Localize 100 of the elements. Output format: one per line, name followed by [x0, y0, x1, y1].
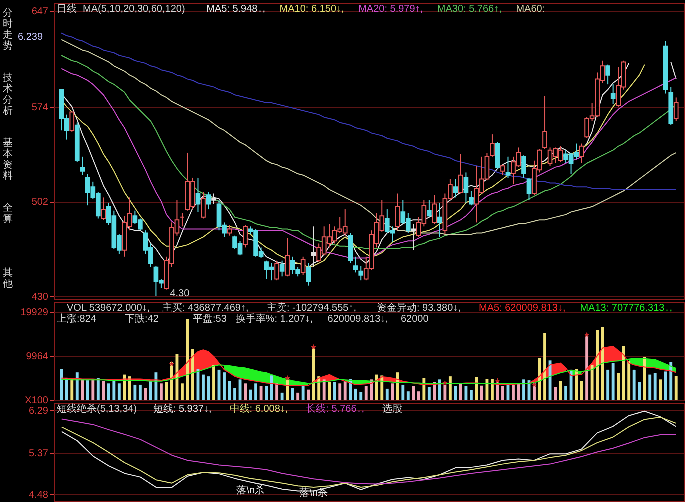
bar: [444, 384, 447, 400]
bar: [417, 392, 420, 400]
bar: [648, 374, 652, 400]
bar: [422, 378, 426, 400]
bar: [276, 384, 279, 400]
bar: [406, 392, 410, 400]
bar: [438, 380, 442, 400]
bar: [622, 346, 626, 400]
annotation: 主买: 436877.469↑,: [162, 302, 249, 314]
bar: [144, 388, 148, 400]
candlestick: [579, 143, 584, 164]
y-tick-label: 6.29: [29, 406, 49, 417]
bar: [544, 333, 546, 400]
bar: [632, 370, 636, 400]
bar: [181, 384, 184, 400]
bar: [165, 382, 168, 400]
text: 技术分析: [2, 72, 13, 117]
bar: [92, 380, 95, 400]
bar: [149, 381, 152, 400]
bar: [659, 380, 662, 400]
text: 基本资料: [3, 137, 13, 182]
bar: [265, 386, 268, 400]
bar: [212, 365, 216, 400]
bar: [391, 384, 394, 400]
point: [310, 344, 317, 350]
candlestick: [201, 192, 206, 220]
bar: [612, 363, 615, 400]
bar: [590, 365, 594, 400]
bar: [333, 382, 336, 400]
bar: [564, 386, 568, 400]
point: [494, 378, 501, 384]
bar: [448, 376, 452, 400]
candlestick: [506, 156, 511, 178]
annotation: 换手率%: 1.207↓,: [236, 313, 314, 325]
line-series: [61, 346, 677, 386]
annotation: 选股: [382, 403, 403, 415]
bar: [312, 347, 316, 400]
candlestick: [80, 156, 86, 176]
candlestick: [395, 193, 400, 232]
bar: [338, 384, 342, 400]
candlestick: [101, 197, 106, 221]
y-tick-label: 9964: [26, 351, 49, 362]
bar: [580, 381, 584, 400]
bar: [70, 379, 74, 400]
bar: [60, 370, 64, 400]
bar: [459, 384, 462, 400]
text: MA5: 5.948↓,: [206, 4, 266, 15]
text: 中线: 6.008↓,: [230, 403, 288, 415]
candlestick: [427, 200, 432, 218]
candlestick: [358, 266, 364, 282]
candlestick: [674, 97, 679, 122]
text: 分时走势: [3, 7, 13, 52]
bar: [360, 392, 363, 400]
bar: [291, 388, 294, 400]
bar: [202, 374, 205, 400]
point: [168, 361, 175, 367]
candlestick: [469, 190, 474, 206]
bar: [654, 373, 657, 400]
bar: [586, 336, 589, 400]
chart-subtitle: MA(5,10,20,30,60,120): [83, 4, 186, 15]
bar: [596, 330, 600, 400]
bar: [280, 392, 284, 400]
annotation: VOL 539672.000↓,: [67, 303, 150, 314]
point: [284, 375, 291, 381]
point: [584, 332, 590, 338]
bar: [570, 370, 573, 400]
data-label: 落\n杀: [236, 484, 266, 496]
text: 短线: 5.937↓,: [153, 403, 212, 415]
bar: [364, 386, 368, 400]
bar: [344, 381, 347, 400]
candlestick: [542, 96, 548, 150]
candlestick: [206, 192, 212, 210]
text: 长线: 5.766↓,: [306, 403, 365, 415]
bar: [412, 386, 416, 400]
text: 全算: [3, 202, 13, 225]
text: 6.239: [18, 32, 44, 43]
bar: [107, 384, 110, 400]
bar: [260, 386, 263, 400]
annotation: 上涨:824: [57, 313, 97, 325]
bar: [318, 376, 321, 400]
candlestick: [458, 154, 464, 194]
candlestick: [453, 178, 458, 198]
bar: [475, 377, 478, 400]
y-tick-label: X100: [25, 396, 49, 406]
candlestick: [464, 172, 469, 204]
text: MA5: 620009.813↓,: [479, 303, 566, 314]
y-tick-label: 574: [32, 102, 49, 114]
candlestick: [70, 112, 75, 132]
bar: [138, 384, 142, 400]
point: [532, 382, 538, 388]
y-tick-label: 502: [32, 197, 49, 208]
y-tick-label: 5.37: [29, 448, 49, 460]
bar: [380, 376, 384, 400]
bar: [512, 384, 515, 400]
bar: [307, 390, 310, 400]
bar: [302, 386, 305, 400]
point: [442, 380, 448, 386]
candlestick: [196, 177, 201, 213]
bar: [328, 382, 332, 400]
candlestick: [490, 134, 495, 158]
